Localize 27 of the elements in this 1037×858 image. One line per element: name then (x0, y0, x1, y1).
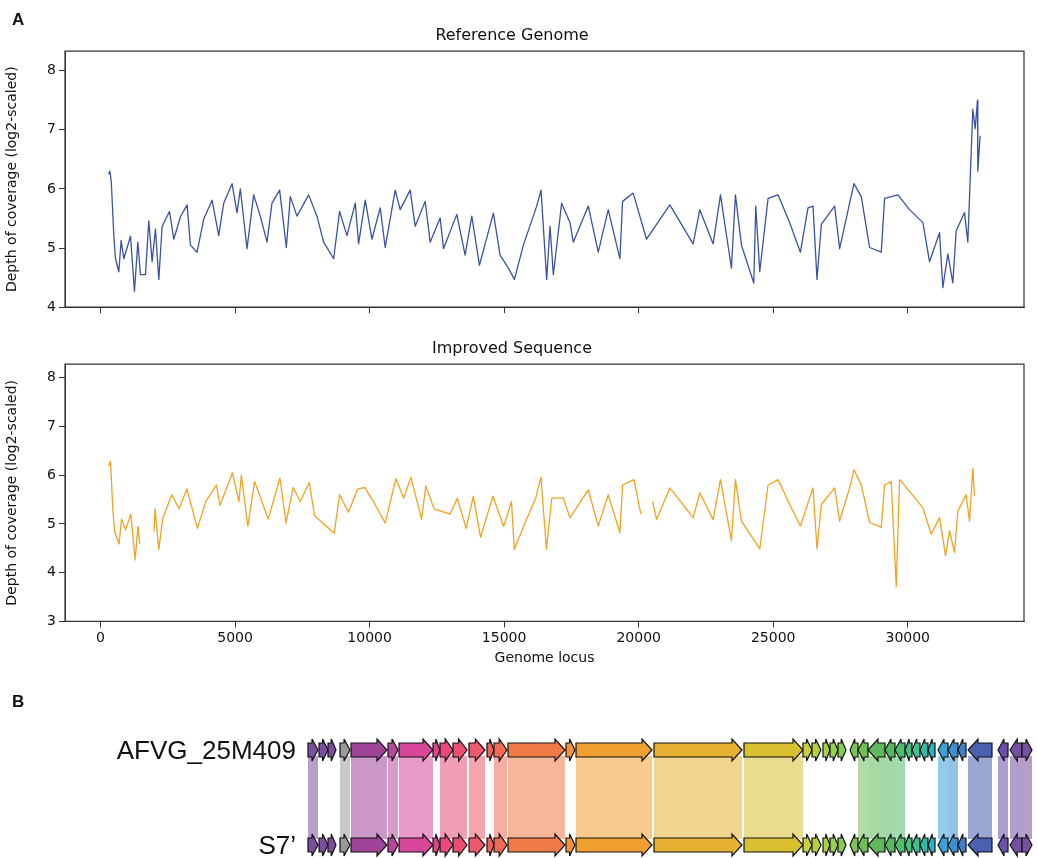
text: A (12, 10, 25, 30)
y-tick-label: 8 (47, 61, 56, 78)
chart-title: Reference Genome (435, 24, 589, 44)
x-tick-label: 30000 (885, 629, 931, 646)
y-tick-label: 6 (47, 179, 57, 196)
y-tick-label: 7 (47, 417, 56, 434)
x-tick-label: 25000 (750, 629, 796, 646)
x-tick-label: 0 (96, 629, 105, 646)
y-tick-label: 5 (47, 514, 56, 531)
y-tick-label: 6 (47, 465, 57, 482)
x-tick-label: 15000 (481, 629, 527, 646)
y-tick-label: 3 (47, 612, 56, 629)
y-tick-label: 4 (47, 297, 57, 314)
y-axis-title: Depth of coverage (log2-scaled) (3, 379, 20, 606)
x-axis-title: Genome locus (494, 649, 595, 666)
chart-title: Improved Sequence (432, 337, 592, 357)
y-axis-title: Depth of coverage (log2-scaled) (3, 66, 20, 293)
x-tick-label: 20000 (616, 629, 661, 646)
y-tick-label: 4 (47, 563, 57, 580)
text: AFVG_25M409 (116, 735, 296, 765)
y-tick-label: 5 (47, 238, 56, 255)
text: B (12, 692, 25, 712)
x-tick-label: 5000 (217, 629, 253, 646)
y-tick-label: 7 (47, 120, 56, 137)
text: S7’ (258, 830, 296, 858)
y-tick-label: 8 (47, 368, 56, 385)
x-tick-label: 10000 (347, 629, 392, 646)
